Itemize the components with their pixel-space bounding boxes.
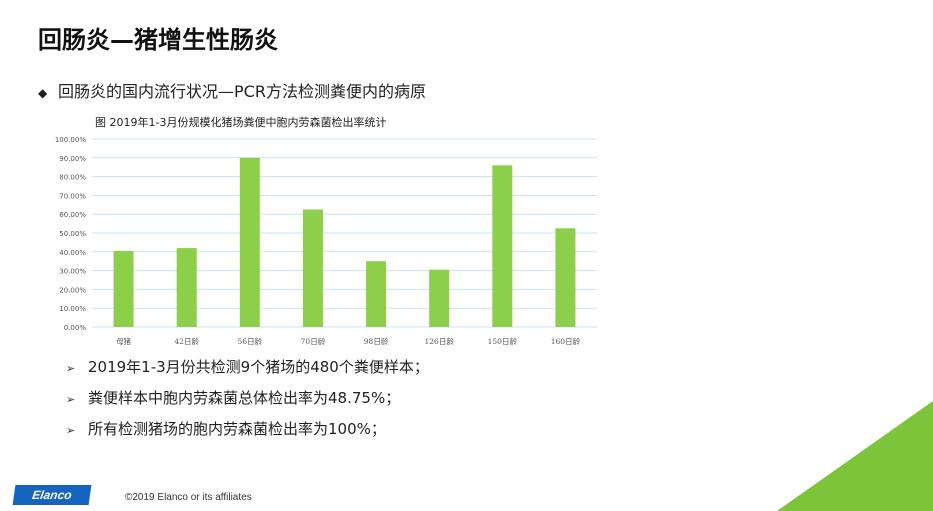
bar [429, 269, 450, 327]
y-tick-label: 70.00% [59, 192, 86, 200]
bullet-text: 所有检测猪场的胞内劳森菌检出率为100%； [88, 420, 386, 438]
section-heading-text: 回肠炎的国内流行状况—PCR方法检测粪便内的病原 [58, 82, 426, 101]
bar [366, 261, 387, 327]
bar [555, 228, 576, 327]
bullet-text: 粪便样本中胞内劳森菌总体检出率为48.75%； [88, 389, 401, 407]
y-tick-label: 30.00% [59, 268, 86, 276]
diamond-bullet-icon: ◆ [38, 86, 48, 100]
y-tick-label: 10.00% [59, 305, 86, 313]
x-tick-label: 70日龄 [301, 336, 326, 346]
slide-title: 回肠炎—猪增生性肠炎 [38, 26, 278, 54]
arrow-bullet-icon: ➢ [66, 393, 76, 406]
bullet-item: ➢ 粪便样本中胞内劳森菌总体检出率为48.75%； [66, 387, 429, 418]
corner-triangle-decoration [777, 401, 933, 511]
x-tick-label: 98日龄 [364, 336, 389, 346]
y-tick-label: 40.00% [59, 249, 86, 257]
bullet-text: 2019年1-3月份共检测9个猪场的480个粪便样本； [88, 358, 429, 376]
chart-title: 图 2019年1-3月份规模化猪场粪便中胞内劳森菌检出率统计 [95, 116, 387, 129]
bar [113, 250, 134, 327]
section-heading: ◆ 回肠炎的国内流行状况—PCR方法检测粪便内的病原 [38, 78, 426, 102]
bullet-item: ➢ 所有检测猪场的胞内劳森菌检出率为100%； [66, 418, 429, 449]
bullet-list: ➢ 2019年1-3月份共检测9个猪场的480个粪便样本； ➢ 粪便样本中胞内劳森菌… [66, 356, 429, 449]
bar [176, 248, 197, 327]
bullet-item: ➢ 2019年1-3月份共检测9个猪场的480个粪便样本； [66, 356, 429, 387]
x-tick-label: 150日龄 [488, 336, 518, 346]
x-tick-label: 母猪 [116, 336, 131, 346]
y-tick-label: 100.00% [55, 136, 86, 144]
elanco-logo: Elanco [12, 485, 92, 505]
y-tick-label: 60.00% [59, 211, 86, 219]
bar [239, 157, 260, 327]
x-tick-label: 56日龄 [238, 336, 263, 346]
bar [302, 209, 323, 327]
x-tick-label: 160日龄 [551, 336, 581, 346]
y-tick-label: 0.00% [64, 324, 87, 332]
y-tick-label: 50.00% [59, 230, 86, 238]
copyright-footer: ©2019 Elanco or its affiliates [125, 492, 252, 503]
y-tick-label: 90.00% [59, 155, 86, 163]
x-tick-label: 126日龄 [425, 336, 455, 346]
arrow-bullet-icon: ➢ [66, 424, 76, 437]
y-tick-label: 20.00% [59, 286, 86, 294]
arrow-bullet-icon: ➢ [66, 362, 76, 375]
x-tick-label: 42日龄 [174, 336, 199, 346]
bar [492, 165, 513, 327]
y-tick-label: 80.00% [59, 174, 86, 182]
